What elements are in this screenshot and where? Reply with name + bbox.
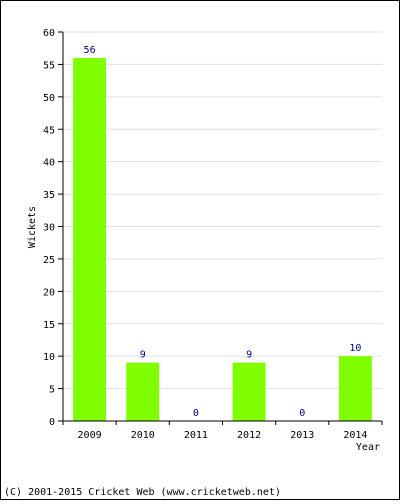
y-tick-label: 20 bbox=[43, 287, 55, 298]
data-label-2012: 9 bbox=[246, 350, 252, 361]
y-tick-label: 25 bbox=[43, 255, 55, 266]
y-axis-title: Wickets bbox=[27, 206, 38, 248]
bar-2010 bbox=[126, 362, 160, 421]
x-tick-label-2012: 2012 bbox=[237, 430, 261, 441]
y-tick-label: 0 bbox=[49, 417, 55, 428]
bars bbox=[73, 57, 372, 421]
y-tick-label: 30 bbox=[43, 223, 55, 234]
y-tick-label: 15 bbox=[43, 320, 55, 331]
data-label-2011: 0 bbox=[193, 408, 199, 419]
bar-2012 bbox=[232, 362, 266, 421]
bar-2014 bbox=[338, 356, 372, 421]
y-tick-label: 40 bbox=[43, 158, 55, 169]
x-tick-label-2014: 2014 bbox=[343, 430, 367, 441]
y-tick-label: 60 bbox=[43, 28, 55, 39]
x-tick-label-2013: 2013 bbox=[290, 430, 314, 441]
bar-2009 bbox=[73, 57, 107, 421]
y-tick-label: 5 bbox=[49, 385, 55, 396]
data-label-2010: 9 bbox=[140, 350, 146, 361]
y-tick-label: 10 bbox=[43, 352, 55, 363]
data-labels: 56 9 0 9 0 10 bbox=[84, 45, 362, 419]
x-tick-label-2009: 2009 bbox=[78, 430, 102, 441]
y-tick-label: 55 bbox=[43, 60, 55, 71]
x-axis-ticks: 2009 2010 2011 2012 2013 2014 bbox=[62, 421, 383, 441]
y-tick-label: 35 bbox=[43, 190, 55, 201]
y-tick-label: 50 bbox=[43, 93, 55, 104]
data-label-2013: 0 bbox=[299, 408, 305, 419]
data-label-2009: 56 bbox=[84, 45, 96, 56]
x-tick-label-2011: 2011 bbox=[184, 430, 208, 441]
data-label-2014: 10 bbox=[349, 343, 361, 354]
x-tick-label-2010: 2010 bbox=[131, 430, 155, 441]
x-axis-title: Year bbox=[356, 442, 380, 453]
copyright-text: (C) 2001-2015 Cricket Web (www.cricketwe… bbox=[4, 487, 281, 498]
y-axis-ticks: 0 5 10 15 20 25 30 35 40 45 50 55 60 bbox=[43, 28, 63, 428]
y-tick-label: 45 bbox=[43, 125, 55, 136]
gridlines bbox=[63, 31, 382, 390]
